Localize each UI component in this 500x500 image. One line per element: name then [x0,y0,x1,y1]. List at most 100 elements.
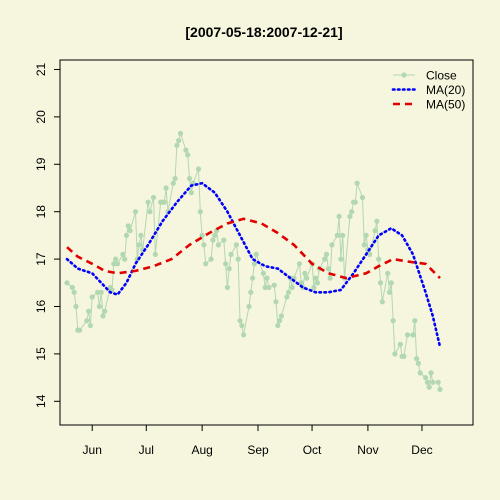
close-point [322,256,328,262]
close-point [246,303,252,310]
close-point [340,232,346,238]
close-point [327,275,333,281]
close-point [215,242,221,248]
close-point [404,332,411,338]
x-tick-label: Dec [411,443,432,457]
close-point [89,294,95,300]
close-point [127,228,133,234]
close-point [84,318,90,324]
close-point [69,284,75,291]
close-point [372,228,378,234]
close-point [302,270,308,276]
close-point [233,242,239,248]
close-point [390,318,396,324]
close-point [120,251,126,257]
close-point [87,322,93,329]
close-point [352,199,358,205]
x-axis: Jun Jul Aug Sep Oct Nov Dec [83,425,433,457]
close-point [410,332,416,338]
close-point [379,299,385,305]
legend-item: Close [393,69,457,83]
close-point [183,147,189,153]
close-point [251,261,257,267]
close-point [260,270,266,276]
y-tick-label: 19 [34,157,48,171]
close-point [423,375,429,381]
close-point [374,218,380,224]
close-point [111,261,117,267]
close-point [197,209,203,215]
close-point [161,199,167,205]
close-point [417,370,423,376]
close-point [414,356,420,362]
x-tick-label: Sep [247,443,269,457]
close-point [386,289,393,295]
close-point [392,351,398,357]
close-point [334,232,340,238]
close-point [338,256,344,262]
close-point [208,256,214,262]
close-point [388,280,394,286]
y-tick-label: 20 [34,110,48,124]
close-point [122,256,128,262]
chart-title: [2007-05-18:2007-12-21] [185,24,342,40]
close-point [253,251,259,257]
close-point [314,280,321,286]
close-point [201,242,207,248]
close-point [71,289,77,295]
close-point [271,282,277,288]
close-point [212,232,218,238]
close-point [435,379,441,385]
close-point [239,322,245,329]
legend-label: MA(20) [426,83,465,97]
close-point [73,303,79,310]
close-point [95,289,101,295]
close-point [113,256,119,262]
close-point [437,386,443,392]
close-point [203,261,209,267]
close-point [415,360,421,366]
close-point [185,152,191,158]
close-point [241,332,247,338]
close-point [329,242,335,248]
close-point [275,322,281,329]
close-point [354,180,360,186]
legend-marker [401,72,407,78]
close-point [284,294,290,300]
close-point [174,142,180,148]
close-point [237,318,243,324]
close-point [123,232,130,238]
close-point [224,284,230,291]
close-point [336,213,342,219]
close-point [163,185,169,191]
close-point [313,275,319,281]
legend-label: Close [426,69,457,83]
close-point [223,261,229,267]
close-point [430,379,436,385]
close-point [273,299,279,305]
close-point [102,308,108,314]
close-point [132,209,139,215]
close-point [286,289,292,295]
close-point [266,284,272,291]
legend-item: MA(20) [391,83,465,97]
close-point [277,318,283,324]
close-point [226,266,232,272]
y-tick-label: 18 [34,205,48,219]
x-tick-label: Nov [357,443,378,457]
plot-frame [59,59,474,426]
close-point [248,289,254,295]
close-point [323,251,330,257]
close-point [377,280,384,286]
close-point [296,261,302,267]
close-point [86,308,92,314]
close-point [264,275,270,281]
close-point [150,194,157,201]
close-point [250,275,256,281]
y-tick-label: 14 [34,394,48,408]
close-point [136,242,142,248]
close-point [367,251,373,257]
